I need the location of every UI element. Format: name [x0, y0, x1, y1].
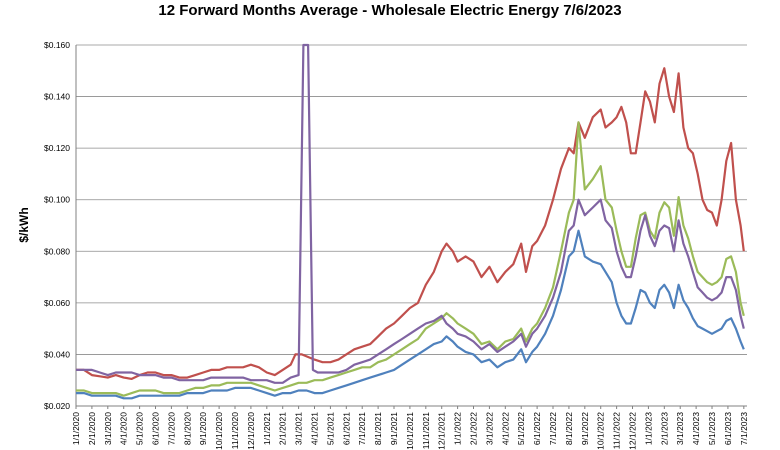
x-tick-label: 6/1/2020: [151, 412, 161, 445]
y-tick-label: $0.040: [44, 349, 70, 359]
series-line-1: [76, 67, 745, 380]
y-tick-label: $0.100: [44, 195, 70, 205]
x-tick-label: 3/1/2022: [484, 412, 494, 445]
x-tick-label: 7/1/2021: [357, 412, 367, 445]
x-tick-label: 6/1/2021: [341, 412, 351, 445]
x-tick-label: 1/1/2020: [71, 412, 81, 445]
x-tick-label: 3/1/2021: [294, 412, 304, 445]
x-tick-label: 7/1/2020: [166, 412, 176, 445]
x-tick-label: 5/1/2022: [516, 412, 526, 445]
x-tick-label: 8/1/2021: [373, 412, 383, 445]
x-tick-label: 2/1/2022: [469, 412, 479, 445]
x-tick-label: 1/1/2021: [262, 412, 272, 445]
x-tick-label: 5/1/2021: [325, 412, 335, 445]
y-tick-label: $0.160: [44, 40, 70, 50]
x-tick-label: 6/1/2022: [532, 412, 542, 445]
x-tick-label: 1/1/2023: [643, 412, 653, 445]
series-line-3: [76, 43, 745, 384]
y-tick-label: $0.140: [44, 92, 70, 102]
y-tick-label: $0.020: [44, 401, 70, 411]
x-tick-label: 11/1/2020: [230, 412, 240, 449]
x-tick-label: 2/1/2020: [87, 412, 97, 445]
x-tick-label: 9/1/2022: [580, 412, 590, 445]
x-tick-label: 10/1/2022: [596, 412, 606, 450]
chart-title: 12 Forward Months Average - Wholesale El…: [158, 2, 622, 19]
x-tick-label: 8/1/2020: [182, 412, 192, 445]
y-tick-label: $0.120: [44, 143, 70, 153]
x-tick-label: 10/1/2021: [405, 412, 415, 450]
y-tick-label: $0.060: [44, 298, 70, 308]
x-tick-label: 7/1/2022: [548, 412, 558, 445]
x-tick-label: 12/1/2022: [628, 412, 638, 450]
x-tick-label: 5/1/2023: [707, 412, 717, 445]
x-tick-label: 2/1/2021: [278, 412, 288, 445]
x-tick-label: 4/1/2020: [119, 412, 129, 445]
gridlines: [76, 44, 747, 407]
x-tick-label: 12/1/2020: [246, 412, 256, 450]
x-tick-labels: 1/1/2020 2/1/2020 3/1/2020 4/1/2020 5/1/2020…: [71, 412, 749, 450]
y-tick-label: $0.080: [44, 246, 70, 256]
series-line-4: [76, 229, 745, 400]
x-tick-label: 5/1/2020: [135, 412, 145, 445]
x-tick-label: 10/1/2020: [214, 412, 224, 450]
x-tick-label: 11/1/2021: [421, 412, 431, 449]
series-lines: [76, 43, 745, 400]
series-line-2: [76, 121, 745, 397]
x-tick-label: 6/1/2023: [723, 412, 733, 445]
x-tick-label: 1/1/2022: [453, 412, 463, 445]
x-tick-label: 2/1/2023: [659, 412, 669, 445]
y-tick-labels: $0.020 $0.040 $0.060 $0.080 $0.100 $0.120 $0.1…: [44, 40, 70, 411]
x-tick-label: 4/1/2023: [691, 412, 701, 445]
x-tick-label: 4/1/2022: [500, 412, 510, 445]
axes: [75, 45, 747, 409]
x-tick-label: 9/1/2020: [198, 412, 208, 445]
x-tick-label: 12/1/2021: [437, 412, 447, 450]
x-tick-label: 7/1/2023: [739, 412, 749, 445]
x-tick-label: 4/1/2021: [310, 412, 320, 445]
x-tick-label: 11/1/2022: [612, 412, 622, 449]
x-tick-label: 3/1/2023: [675, 412, 685, 445]
x-tick-label: 8/1/2022: [564, 412, 574, 445]
x-tick-label: 9/1/2021: [389, 412, 399, 445]
x-tick-label: 3/1/2020: [103, 412, 113, 445]
